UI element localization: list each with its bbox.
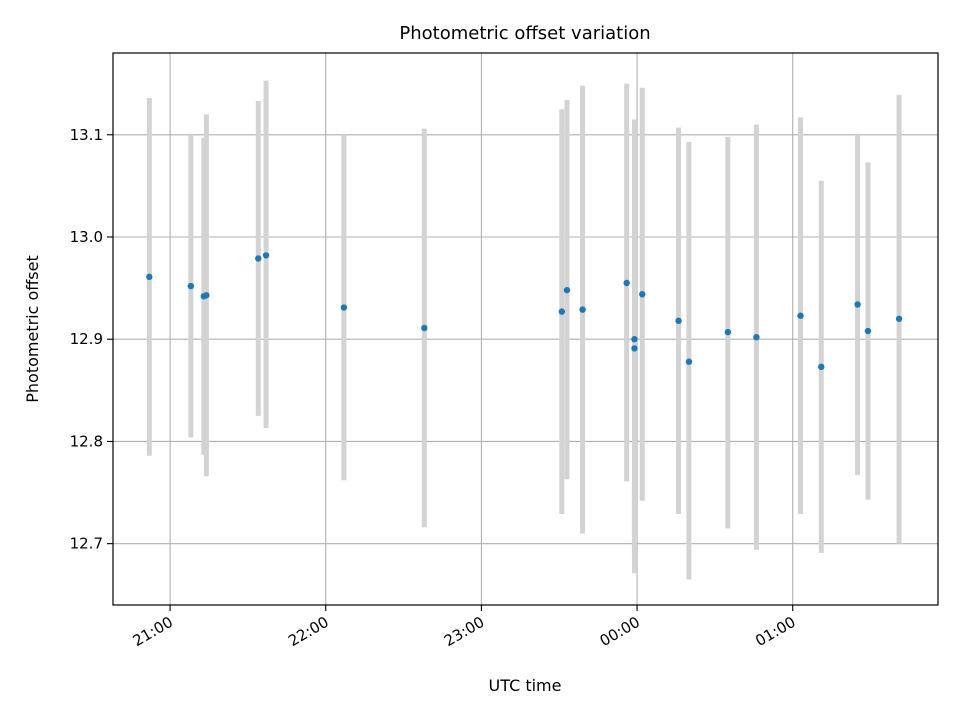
- data-point: [187, 282, 195, 290]
- y-tick-label: 12.9: [70, 330, 103, 348]
- data-point: [579, 306, 586, 313]
- data-point: [255, 255, 262, 262]
- y-axis-ticks: 12.7 12.8 12.9 13.0 13.1: [70, 126, 113, 553]
- y-tick-label: 13.1: [70, 126, 103, 144]
- data-point: [203, 292, 210, 299]
- data-point: [262, 252, 270, 259]
- data-point: [558, 308, 566, 315]
- data-point: [895, 315, 903, 322]
- data-point: [631, 345, 638, 352]
- chart-title: Photometric offset variation: [399, 23, 650, 44]
- data-point: [421, 324, 428, 332]
- data-point: [864, 327, 872, 335]
- data-point: [818, 363, 825, 371]
- point-layer: [146, 252, 903, 371]
- data-point: [623, 279, 630, 287]
- plot-frame: [112, 52, 939, 606]
- data-point: [639, 291, 646, 298]
- data-point: [685, 358, 693, 365]
- x-axis-label: UTC time: [489, 676, 562, 695]
- data-point: [340, 304, 348, 311]
- data-point: [675, 317, 682, 325]
- data-point: [753, 333, 760, 341]
- data-point: [146, 273, 153, 281]
- data-point: [724, 328, 732, 336]
- y-axis-label: Photometric offset: [23, 255, 42, 403]
- data-point: [563, 286, 571, 294]
- y-tick-label: 12.8: [70, 432, 103, 450]
- data-point: [854, 301, 861, 308]
- data-point: [631, 336, 638, 343]
- y-tick-label: 12.7: [70, 535, 103, 553]
- data-point: [797, 312, 804, 319]
- y-tick-label: 13.0: [70, 228, 103, 246]
